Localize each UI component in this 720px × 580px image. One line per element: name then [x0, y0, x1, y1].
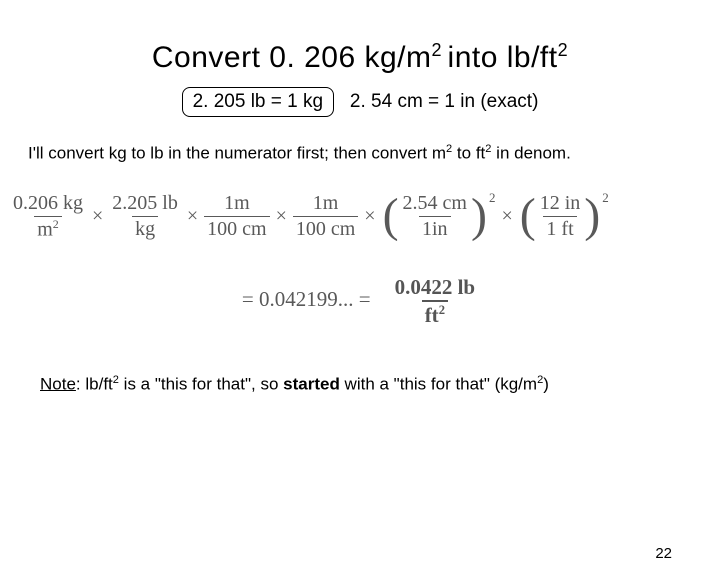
title-mid: into lb/ft	[448, 41, 558, 74]
explain-b: to ft	[452, 144, 485, 163]
result-num: 0.0422 lb	[392, 275, 479, 300]
note-a: : lb/ft	[76, 374, 113, 393]
f3-den: 100 cm	[204, 216, 269, 241]
mult-1: ×	[86, 205, 109, 228]
rparen-1: )	[470, 196, 488, 237]
fraction-g1: 2.54 cm 1in	[400, 192, 470, 241]
page-number: 22	[655, 545, 672, 562]
note-b: is a "this for that", so	[119, 374, 283, 393]
g2-den: 1 ft	[543, 216, 576, 241]
f1-den-pre: m	[37, 218, 53, 240]
g1-power: 2	[489, 190, 496, 206]
f3-num: 1m	[221, 192, 253, 216]
explain-a: I'll convert kg to lb in the numerator f…	[28, 144, 446, 163]
fraction-2: 2.205 lb kg	[109, 192, 181, 241]
fraction-g2: 12 in 1 ft	[537, 192, 584, 241]
f1-num: 0.206 kg	[10, 192, 86, 216]
mult-4: ×	[358, 205, 381, 228]
rparen-2: )	[583, 196, 601, 237]
f4-num: 1m	[310, 192, 342, 216]
boxed-conversion: 2. 205 lb = 1 kg	[182, 87, 334, 117]
explanation-line: I'll convert kg to lb in the numerator f…	[28, 143, 692, 164]
fraction-3: 1m 100 cm	[204, 192, 269, 241]
note-c: with a "this for that" (kg/m	[340, 374, 537, 393]
fraction-4: 1m 100 cm	[293, 192, 358, 241]
g2-num: 12 in	[537, 192, 584, 216]
title-sup2: 2	[558, 40, 569, 60]
note-d: )	[543, 374, 549, 393]
fraction-1: 0.206 kg m2	[10, 192, 86, 242]
g2-power: 2	[602, 190, 609, 206]
f4-den: 100 cm	[293, 216, 358, 241]
note-label: Note	[40, 374, 76, 393]
mult-2: ×	[181, 205, 204, 228]
result-den-pre: ft	[425, 303, 439, 327]
page-title: Convert 0. 206 kg/m2 into lb/ft2	[0, 40, 720, 75]
exact-conversion: 2. 54 cm = 1 in (exact)	[350, 91, 539, 112]
equation-row: 0.206 kg m2 × 2.205 lb kg × 1m 100 cm × …	[10, 192, 710, 242]
title-sup1: 2	[432, 40, 448, 60]
lparen-1: (	[382, 196, 400, 237]
note-bold: started	[283, 374, 340, 393]
mult-3: ×	[270, 205, 293, 228]
footnote: Note: lb/ft2 is a "this for that", so st…	[40, 374, 680, 395]
result-fraction: 0.0422 lb ft2	[392, 275, 479, 327]
f1-den-sup: 2	[53, 217, 59, 231]
paren-group-2: ( 12 in 1 ft ) 2	[519, 192, 609, 241]
result-lhs: = 0.042199... =	[242, 287, 371, 311]
conversion-factors: 2. 205 lb = 1 kg 2. 54 cm = 1 in (exact)	[0, 87, 720, 117]
f1-den: m2	[34, 216, 62, 242]
result-den: ft2	[422, 300, 448, 327]
result-row: = 0.042199... = 0.0422 lb ft2	[0, 275, 720, 327]
result-den-sup: 2	[439, 303, 445, 317]
f2-num: 2.205 lb	[109, 192, 181, 216]
f2-den: kg	[132, 216, 158, 241]
title-pre: Convert 0. 206 kg/m	[152, 41, 432, 74]
lparen-2: (	[519, 196, 537, 237]
g1-den: 1in	[419, 216, 451, 241]
g1-num: 2.54 cm	[400, 192, 470, 216]
explain-c: in denom.	[491, 144, 570, 163]
paren-group-1: ( 2.54 cm 1in ) 2	[382, 192, 496, 241]
mult-5: ×	[495, 205, 518, 228]
